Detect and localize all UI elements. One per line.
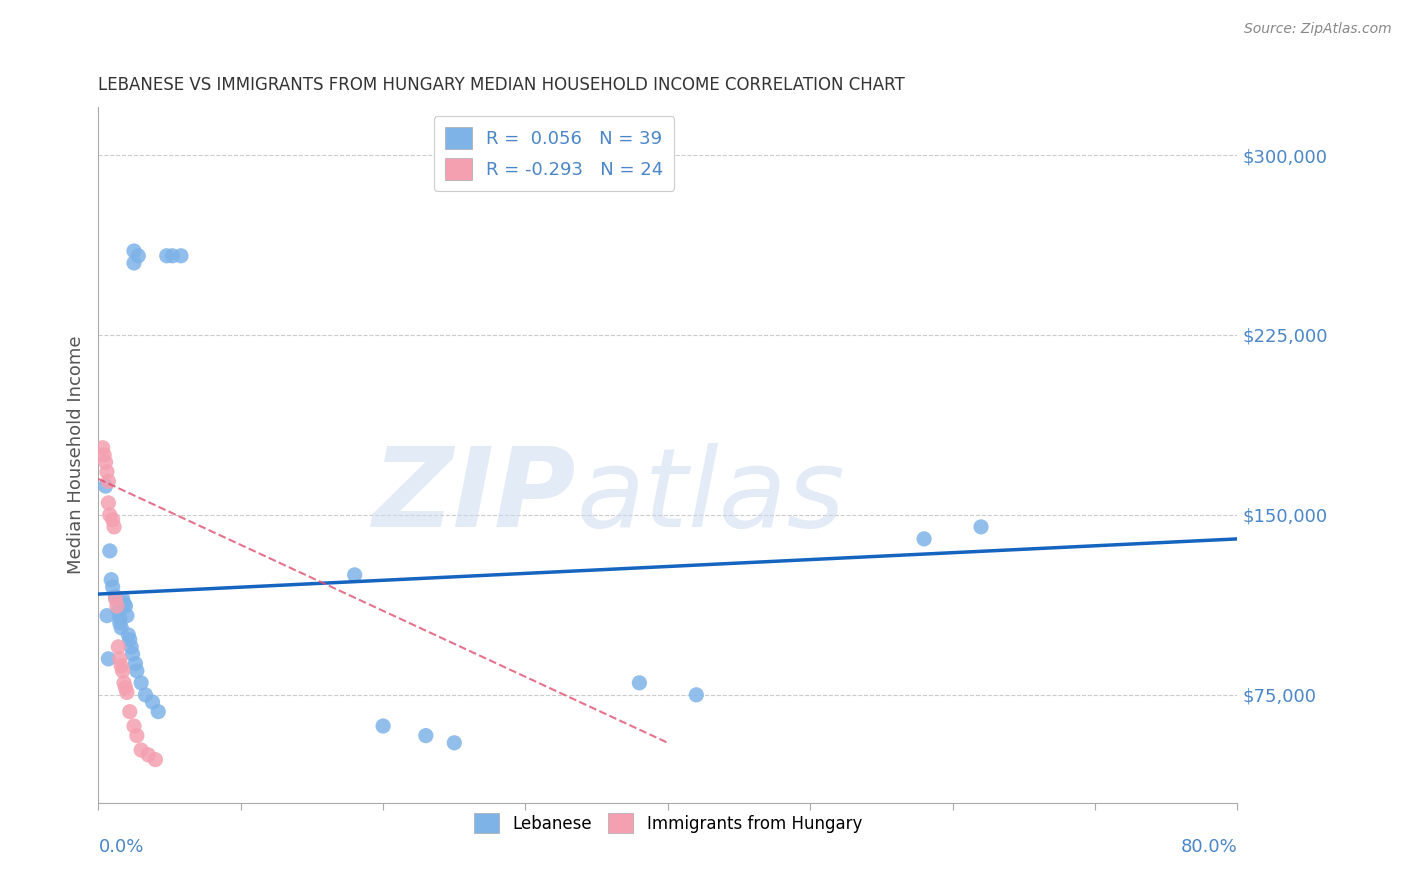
Point — [104, 590, 127, 604]
Text: 80.0%: 80.0% — [1181, 838, 1237, 855]
Point — [112, 597, 135, 611]
Point — [122, 256, 145, 270]
Point — [121, 647, 143, 661]
Point — [97, 475, 120, 489]
Point — [156, 249, 179, 263]
Point — [108, 652, 131, 666]
Point — [112, 676, 135, 690]
Point — [343, 567, 366, 582]
Point — [628, 676, 651, 690]
Point — [124, 657, 146, 671]
Point — [110, 659, 132, 673]
Text: ZIP: ZIP — [373, 443, 576, 550]
Point — [110, 621, 132, 635]
Point — [373, 719, 395, 733]
Point — [117, 628, 139, 642]
Point — [122, 719, 145, 733]
Point — [136, 747, 159, 762]
Point — [103, 520, 125, 534]
Point — [415, 729, 437, 743]
Point — [129, 676, 152, 690]
Point — [170, 249, 193, 263]
Point — [97, 652, 120, 666]
Point — [111, 591, 134, 606]
Text: atlas: atlas — [576, 443, 845, 550]
Point — [94, 479, 117, 493]
Point — [127, 249, 149, 263]
Point — [93, 448, 115, 462]
Point — [125, 729, 148, 743]
Point — [94, 455, 117, 469]
Point — [120, 640, 142, 654]
Point — [108, 611, 131, 625]
Point — [685, 688, 707, 702]
Text: 0.0%: 0.0% — [98, 838, 143, 855]
Point — [96, 608, 118, 623]
Point — [148, 705, 170, 719]
Point — [111, 664, 134, 678]
Text: LEBANESE VS IMMIGRANTS FROM HUNGARY MEDIAN HOUSEHOLD INCOME CORRELATION CHART: LEBANESE VS IMMIGRANTS FROM HUNGARY MEDI… — [98, 77, 905, 95]
Point — [122, 244, 145, 258]
Point — [162, 249, 184, 263]
Point — [912, 532, 935, 546]
Legend: Lebanese, Immigrants from Hungary: Lebanese, Immigrants from Hungary — [464, 803, 872, 843]
Point — [104, 591, 127, 606]
Point — [114, 681, 136, 695]
Y-axis label: Median Household Income: Median Household Income — [66, 335, 84, 574]
Text: Source: ZipAtlas.com: Source: ZipAtlas.com — [1244, 22, 1392, 37]
Point — [97, 496, 120, 510]
Point — [101, 513, 124, 527]
Point — [98, 508, 121, 522]
Point — [141, 695, 163, 709]
Point — [114, 599, 136, 613]
Point — [98, 544, 121, 558]
Point — [129, 743, 152, 757]
Point — [118, 632, 141, 647]
Point — [100, 573, 122, 587]
Point — [101, 580, 124, 594]
Point — [105, 599, 128, 613]
Point — [107, 640, 129, 654]
Point — [96, 465, 118, 479]
Point — [125, 664, 148, 678]
Point — [107, 604, 129, 618]
Point — [115, 608, 138, 623]
Point — [134, 688, 156, 702]
Point — [145, 753, 167, 767]
Point — [118, 705, 141, 719]
Point — [443, 736, 465, 750]
Point — [91, 441, 114, 455]
Point — [108, 615, 131, 630]
Point — [970, 520, 993, 534]
Point — [115, 685, 138, 699]
